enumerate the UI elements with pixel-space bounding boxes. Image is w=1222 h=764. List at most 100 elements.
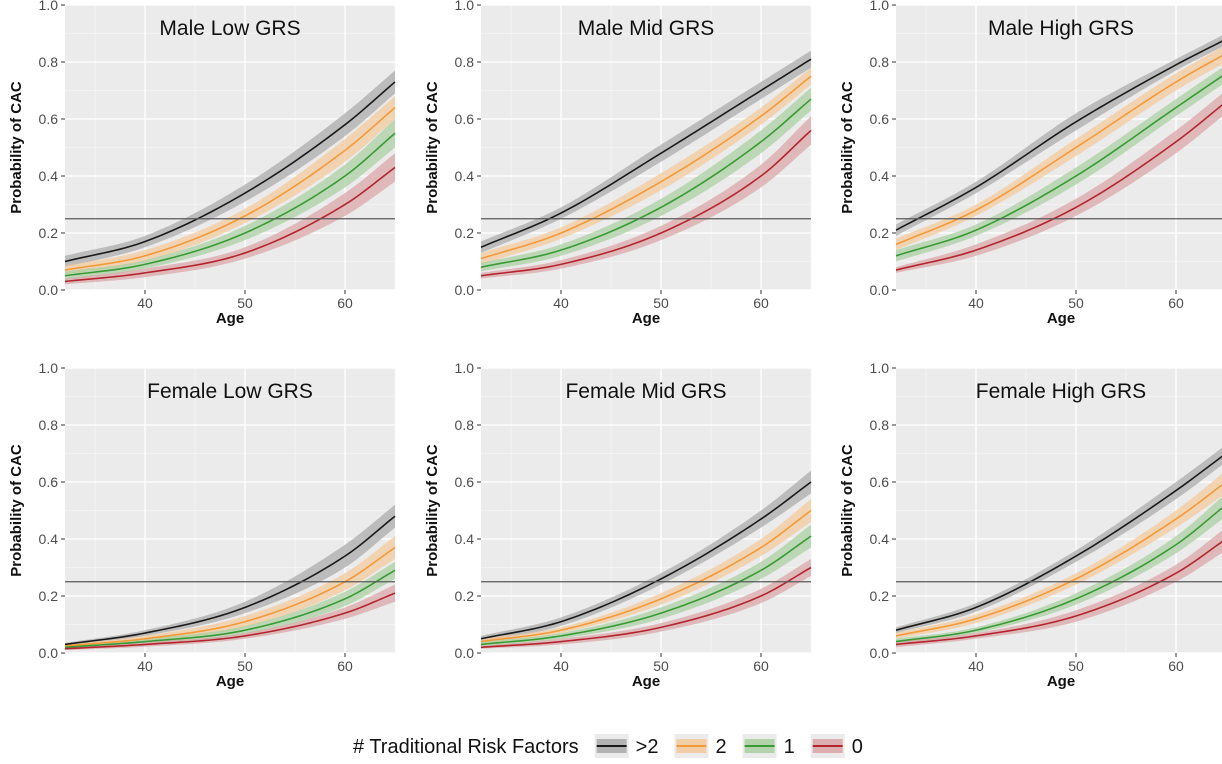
- line-series-2: [64, 106, 396, 271]
- line-series-1: [480, 58, 812, 248]
- y-tick-label: 0.8: [455, 417, 475, 433]
- x-tick-label: 40: [137, 658, 153, 674]
- y-tick-label: 0.4: [39, 531, 59, 547]
- y-axis-label: Probability of CAC: [424, 81, 441, 214]
- line-series-1: [64, 515, 396, 646]
- legend-item-label: 1: [784, 736, 795, 758]
- y-tick-label: 0.8: [870, 54, 890, 70]
- line-series-2: [895, 483, 1222, 637]
- y-tick-label: 0.2: [455, 588, 475, 604]
- y-tick-label: 0.8: [39, 417, 59, 433]
- line-series-1: [480, 481, 812, 640]
- x-axis-label: Age: [1047, 673, 1075, 690]
- panel-5: Female Mid GRS 0.0 0.2 0.4 0.6 0.8 1.0 40 50 60 Ag…: [424, 360, 812, 690]
- y-tick-label: 0.0: [39, 645, 59, 661]
- y-axis-label: Probability of CAC: [839, 81, 856, 214]
- legend: # Traditional Risk Factors >2 2 1 0: [353, 734, 863, 758]
- legend-key-4: [810, 734, 845, 758]
- y-tick-label: 1.0: [870, 360, 890, 376]
- x-tick-label: 60: [753, 295, 769, 311]
- line-series-4: [64, 166, 396, 283]
- y-tick-label: 0.0: [455, 645, 475, 661]
- x-tick-label: 40: [968, 658, 984, 674]
- x-axis-label: Age: [216, 310, 244, 327]
- panel-title: Male Mid GRS: [578, 17, 715, 40]
- ci-band-series-4: [896, 530, 1222, 648]
- line-series-4: [64, 592, 396, 650]
- x-tick-label: 60: [1168, 658, 1184, 674]
- y-tick-label: 1.0: [870, 0, 890, 13]
- line-series-2: [64, 546, 396, 647]
- y-tick-label: 0.2: [870, 225, 890, 241]
- panel-4: Female Low GRS 0.0 0.2 0.4 0.6 0.8 1.0 40 50 60 Ag…: [8, 360, 396, 690]
- y-tick-label: 0.0: [455, 282, 475, 298]
- line-series-3: [64, 132, 396, 277]
- legend-title: # Traditional Risk Factors: [353, 736, 579, 758]
- y-tick-label: 0.2: [870, 588, 890, 604]
- line-series-4: [895, 104, 1222, 271]
- x-tick-label: 60: [753, 658, 769, 674]
- x-tick-label: 50: [1068, 295, 1084, 311]
- y-tick-label: 1.0: [39, 0, 59, 13]
- panel-title: Male Low GRS: [159, 17, 300, 40]
- x-tick-label: 60: [337, 658, 353, 674]
- y-tick-label: 0.6: [39, 111, 59, 127]
- y-tick-label: 0.8: [870, 417, 890, 433]
- x-tick-label: 40: [968, 295, 984, 311]
- ci-band-series-2: [481, 67, 811, 265]
- ci-band-series-3: [896, 67, 1222, 262]
- y-tick-label: 0.0: [870, 645, 890, 661]
- panel-3: Male High GRS 0.0 0.2 0.4 0.6 0.8 1.0 40 50 60 Age…: [839, 0, 1222, 327]
- x-tick-label: 50: [653, 658, 669, 674]
- y-tick-label: 0.4: [870, 531, 890, 547]
- y-tick-label: 1.0: [455, 360, 475, 376]
- line-series-4: [480, 566, 812, 649]
- y-tick-label: 0.6: [870, 474, 890, 490]
- line-series-3: [64, 569, 396, 649]
- line-series-1: [64, 81, 396, 263]
- x-tick-label: 50: [653, 295, 669, 311]
- line-series-1: [895, 40, 1222, 231]
- legend-key-1: [594, 734, 629, 758]
- ci-band-series-1: [65, 504, 395, 646]
- y-tick-label: 0.6: [455, 474, 475, 490]
- y-tick-label: 0.2: [39, 225, 59, 241]
- y-tick-label: 0.6: [455, 111, 475, 127]
- y-tick-label: 0.8: [39, 54, 59, 70]
- line-series-4: [480, 129, 812, 277]
- panel-1: Male Low GRS 0.0 0.2 0.4 0.6 0.8 1.0 40 50 60 Age P…: [8, 0, 396, 327]
- y-axis-label: Probability of CAC: [8, 444, 25, 577]
- legend-item-label: >2: [636, 736, 659, 758]
- y-tick-label: 0.4: [455, 531, 475, 547]
- panel-title: Female Mid GRS: [565, 380, 726, 403]
- ci-band-series-1: [481, 50, 811, 253]
- panel-title: Female High GRS: [976, 380, 1146, 403]
- line-series-4: [895, 540, 1222, 646]
- legend-key-3: [742, 734, 777, 758]
- y-tick-label: 0.2: [39, 588, 59, 604]
- y-tick-label: 1.0: [39, 360, 59, 376]
- x-tick-label: 60: [337, 295, 353, 311]
- y-tick-label: 1.0: [455, 0, 475, 13]
- line-series-1: [895, 455, 1222, 631]
- y-tick-label: 0.2: [455, 225, 475, 241]
- x-axis-label: Age: [632, 310, 660, 327]
- ci-band-series-3: [481, 524, 811, 648]
- y-axis-label: Probability of CAC: [8, 81, 25, 214]
- legend-item-label: 2: [715, 736, 726, 758]
- line-series-2: [480, 509, 812, 643]
- y-tick-label: 0.6: [870, 111, 890, 127]
- x-axis-label: Age: [216, 673, 244, 690]
- line-series-3: [895, 507, 1222, 643]
- line-series-3: [480, 98, 812, 268]
- x-tick-label: 60: [1168, 295, 1184, 311]
- line-series-3: [895, 75, 1222, 257]
- y-tick-label: 0.6: [39, 474, 59, 490]
- y-tick-label: 0.0: [870, 282, 890, 298]
- line-series-3: [480, 535, 812, 646]
- panel-title: Female Low GRS: [147, 380, 313, 403]
- legend-key-2: [674, 734, 709, 758]
- ci-band-series-2: [896, 47, 1222, 251]
- y-tick-label: 0.4: [39, 168, 59, 184]
